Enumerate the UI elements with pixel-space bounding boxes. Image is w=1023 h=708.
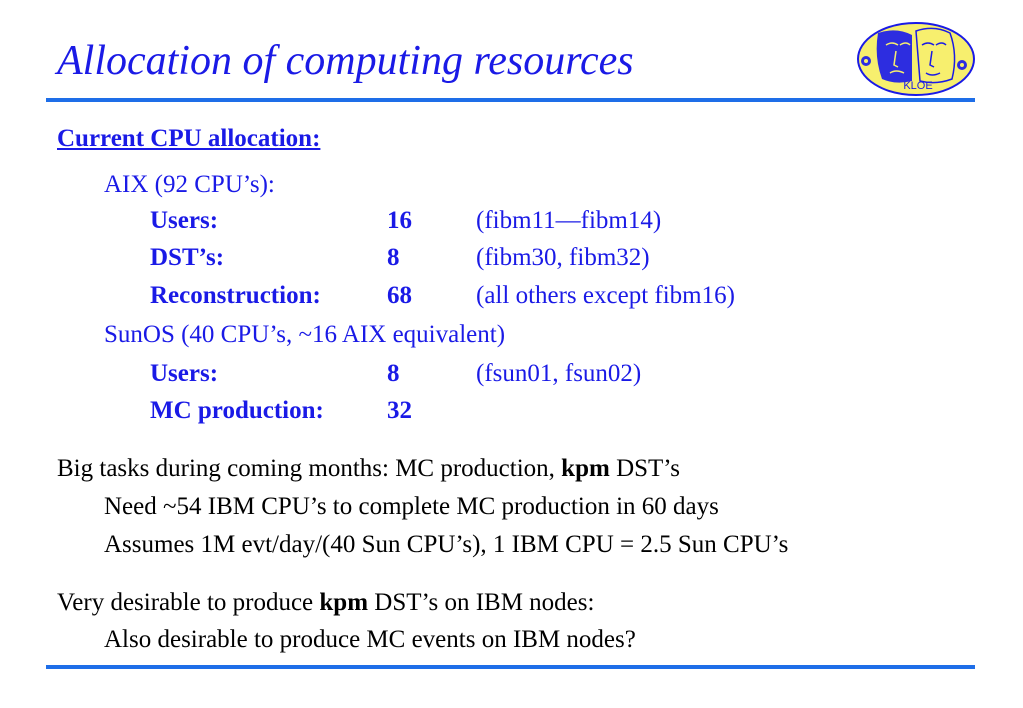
row-count: 8 [387,360,400,387]
big-tasks-sub1: Need ~54 IBM CPU’s to complete MC produc… [104,493,719,520]
desirable-line: Very desirable to produce kpm DST’s on I… [57,590,594,615]
desirable-kpm: kpm [319,589,369,616]
desirable-text-before: Very desirable to produce [57,589,320,616]
slide-title: Allocation of computing resources [57,38,634,84]
row-count: 32 [387,397,412,424]
row-label: Users: [150,207,219,234]
big-tasks-text-before: Big tasks during coming months: MC produ… [57,455,562,482]
desirable-sub1: Also desirable to produce MC events on I… [104,626,636,653]
row-count: 68 [387,282,412,309]
row-note: (all others except fibm16) [476,282,735,309]
row-label: MC production: [150,397,324,424]
big-tasks-text-after: DST’s [609,455,680,482]
big-tasks-sub2: Assumes 1M evt/day/(40 Sun CPU’s), 1 IBM… [104,531,789,558]
row-label: DST’s: [150,244,225,271]
bottom-rule [46,665,975,669]
aix-header: AIX (92 CPU’s): [104,171,275,198]
top-rule [46,98,975,102]
sunos-header: SunOS (40 CPU’s, ~16 AIX equivalent) [104,321,506,348]
row-count: 16 [387,207,412,234]
big-tasks-line: Big tasks during coming months: MC produ… [57,456,680,481]
row-label: Users: [150,360,219,387]
kloe-logo-icon: KLOE [857,22,975,96]
big-tasks-kpm: kpm [561,455,610,482]
row-count: 8 [387,244,400,271]
row-note: (fsun01, fsun02) [476,360,642,387]
row-note: (fibm11—fibm14) [476,207,662,234]
row-note: (fibm30, fibm32) [476,244,650,271]
current-allocation-heading: Current CPU allocation: [57,125,321,152]
svg-text:KLOE: KLOE [903,80,932,92]
desirable-text-after: DST’s on IBM nodes: [368,589,595,616]
row-label: Reconstruction: [150,282,321,309]
